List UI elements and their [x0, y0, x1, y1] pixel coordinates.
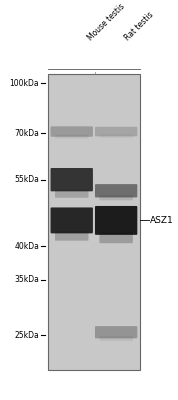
- FancyBboxPatch shape: [51, 168, 93, 191]
- FancyBboxPatch shape: [55, 189, 88, 198]
- FancyBboxPatch shape: [95, 206, 137, 235]
- Text: Rat testis: Rat testis: [124, 10, 156, 43]
- Text: 25kDa: 25kDa: [15, 331, 39, 340]
- Text: ASZ1: ASZ1: [150, 216, 174, 225]
- FancyBboxPatch shape: [99, 233, 133, 243]
- Text: 70kDa: 70kDa: [14, 129, 39, 138]
- FancyBboxPatch shape: [51, 208, 93, 233]
- Bar: [48, 74, 140, 370]
- FancyBboxPatch shape: [95, 184, 137, 198]
- FancyBboxPatch shape: [95, 326, 137, 338]
- FancyBboxPatch shape: [55, 134, 88, 138]
- Text: 100kDa: 100kDa: [10, 79, 39, 88]
- Text: 35kDa: 35kDa: [14, 275, 39, 284]
- FancyBboxPatch shape: [99, 134, 133, 138]
- Text: Mouse testis: Mouse testis: [86, 2, 126, 43]
- Text: 55kDa: 55kDa: [14, 175, 39, 184]
- Text: 40kDa: 40kDa: [14, 242, 39, 251]
- FancyBboxPatch shape: [99, 336, 133, 341]
- FancyBboxPatch shape: [95, 127, 137, 136]
- FancyBboxPatch shape: [99, 195, 133, 200]
- FancyBboxPatch shape: [55, 231, 88, 241]
- FancyBboxPatch shape: [51, 126, 93, 137]
